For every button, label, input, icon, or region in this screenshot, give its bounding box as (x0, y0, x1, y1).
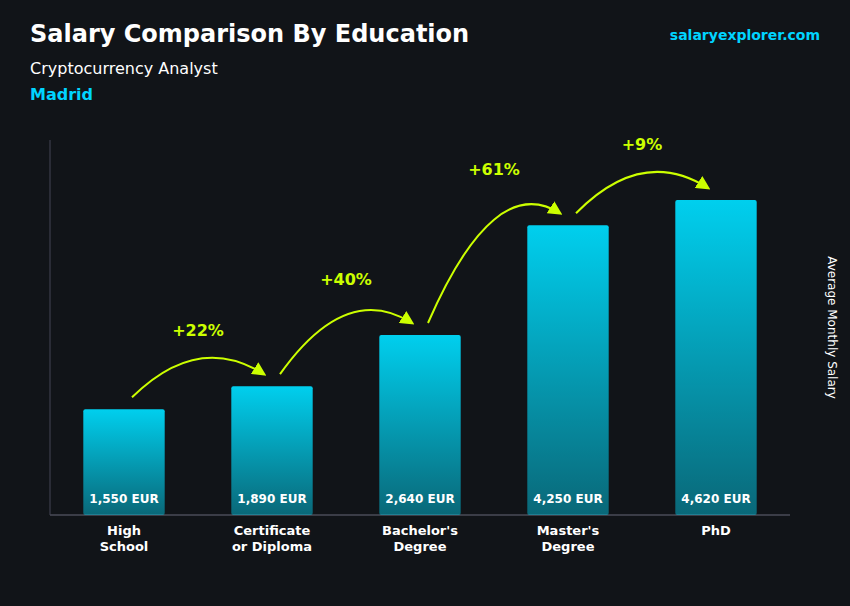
data-label: 1,890 EUR (237, 492, 306, 506)
x-tick-label-line: or Diploma (232, 539, 312, 554)
bar (83, 409, 164, 515)
y-axis-label: Average Monthly Salary (825, 256, 839, 399)
x-tick-label: Certificateor Diploma (232, 523, 312, 554)
location: Madrid (30, 85, 93, 104)
change-arrow (428, 204, 560, 323)
x-tick-label-line: PhD (701, 523, 731, 538)
x-tick-label: HighSchool (100, 523, 149, 554)
x-tick-label-line: Bachelor's (382, 523, 458, 538)
x-tick-label: Bachelor'sDegree (382, 523, 458, 554)
x-tick-label-line: Degree (394, 539, 447, 554)
bar (379, 335, 460, 515)
data-label: 1,550 EUR (89, 492, 158, 506)
x-tick-label-line: School (100, 539, 149, 554)
bar (231, 386, 312, 515)
x-tick-label-line: Master's (537, 523, 600, 538)
data-label: 2,640 EUR (385, 492, 454, 506)
annotation: +40% (320, 270, 372, 289)
change-arrow (132, 358, 264, 398)
data-label: 4,250 EUR (533, 492, 602, 506)
title: Salary Comparison By Education (30, 20, 469, 48)
bars (83, 200, 756, 515)
bar (527, 225, 608, 515)
x-tick-label-line: Certificate (234, 523, 311, 538)
data-label: 4,620 EUR (681, 492, 750, 506)
bar (675, 200, 756, 515)
x-tick-label-line: High (107, 523, 141, 538)
annotation: +22% (172, 321, 224, 340)
subtitle: Cryptocurrency Analyst (30, 59, 218, 78)
x-tick-label: PhD (701, 523, 731, 538)
x-tick-label: Master'sDegree (537, 523, 600, 554)
chart: Salary Comparison By Education Cryptocurr… (0, 0, 850, 606)
background (0, 0, 850, 606)
annotation: +9% (622, 135, 663, 154)
annotation: +61% (468, 160, 520, 179)
website: salaryexplorer.com (670, 27, 820, 43)
y-axis-line (50, 140, 51, 515)
x-tick-label-line: Degree (542, 539, 595, 554)
change-arrow (576, 172, 708, 213)
change-arrow (280, 310, 412, 374)
